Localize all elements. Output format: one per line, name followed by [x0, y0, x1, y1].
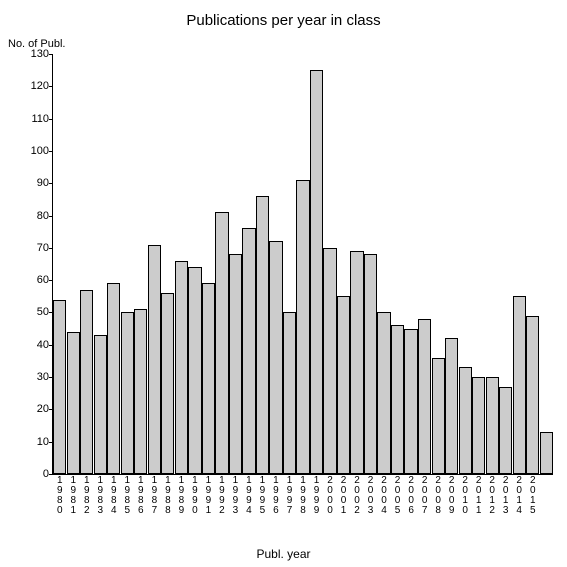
bar — [53, 300, 66, 474]
y-tick-label: 130 — [19, 48, 49, 60]
bar — [202, 283, 215, 474]
bar — [432, 358, 445, 474]
bar — [472, 377, 485, 474]
x-axis-label: Publ. year — [0, 547, 567, 561]
x-tick-label: 2008 — [431, 474, 445, 516]
bar — [134, 309, 147, 474]
x-tick-label: 1999 — [310, 474, 324, 516]
y-tick-label: 20 — [19, 403, 49, 415]
x-tick-label: 1980 — [53, 474, 67, 516]
x-tick-label: 2010 — [458, 474, 472, 516]
x-tick-label: 1990 — [188, 474, 202, 516]
x-tick-label: 2009 — [445, 474, 459, 516]
y-tick-mark — [49, 151, 53, 152]
x-tick-label: 1996 — [269, 474, 283, 516]
bar — [513, 296, 526, 474]
y-tick-mark — [49, 183, 53, 184]
y-tick-label: 40 — [19, 339, 49, 351]
bar — [296, 180, 309, 474]
x-tick-label: 1987 — [148, 474, 162, 516]
y-tick-label: 50 — [19, 306, 49, 318]
y-tick-label: 10 — [19, 436, 49, 448]
y-tick-label: 60 — [19, 274, 49, 286]
x-tick-label: 2003 — [364, 474, 378, 516]
x-tick-label: 1997 — [283, 474, 297, 516]
x-tick-label: 1998 — [296, 474, 310, 516]
x-tick-label: 2012 — [485, 474, 499, 516]
bar — [391, 325, 404, 474]
x-tick-label: 2005 — [391, 474, 405, 516]
y-tick-label: 110 — [19, 113, 49, 125]
x-tick-label: 1993 — [229, 474, 243, 516]
bar — [337, 296, 350, 474]
plot-area: 0102030405060708090100110120130198019811… — [52, 54, 553, 475]
bar — [459, 367, 472, 474]
x-tick-label: 2014 — [512, 474, 526, 516]
x-tick-label: 2001 — [337, 474, 351, 516]
x-tick-label: 1986 — [134, 474, 148, 516]
x-tick-label: 1995 — [256, 474, 270, 516]
bar — [499, 387, 512, 474]
chart-title: Publications per year in class — [0, 12, 567, 29]
y-tick-label: 90 — [19, 177, 49, 189]
x-tick-label: 2004 — [377, 474, 391, 516]
bar — [215, 212, 228, 474]
x-tick-label: 2013 — [499, 474, 513, 516]
bar — [229, 254, 242, 474]
y-tick-label: 30 — [19, 371, 49, 383]
x-tick-label: 1994 — [242, 474, 256, 516]
bar — [188, 267, 201, 474]
x-tick-label: 1985 — [121, 474, 135, 516]
x-tick-label: 2015 — [526, 474, 540, 516]
y-tick-label: 80 — [19, 210, 49, 222]
bar — [418, 319, 431, 474]
bar — [526, 316, 539, 474]
bar — [486, 377, 499, 474]
y-tick-mark — [49, 119, 53, 120]
y-tick-mark — [49, 280, 53, 281]
bar — [256, 196, 269, 474]
x-tick-label: 2006 — [404, 474, 418, 516]
bar — [107, 283, 120, 474]
bar — [94, 335, 107, 474]
bar — [161, 293, 174, 474]
x-tick-label: 1988 — [161, 474, 175, 516]
x-tick-label: 2000 — [323, 474, 337, 516]
bar — [175, 261, 188, 474]
y-tick-mark — [49, 86, 53, 87]
y-tick-mark — [49, 54, 53, 55]
bar — [445, 338, 458, 474]
bar — [404, 329, 417, 474]
x-tick-label: 1981 — [67, 474, 81, 516]
y-tick-mark — [49, 216, 53, 217]
y-tick-label: 0 — [19, 468, 49, 480]
bar — [269, 241, 282, 474]
bar — [242, 228, 255, 474]
bar — [323, 248, 336, 474]
x-tick-label: 2011 — [472, 474, 486, 516]
bar — [350, 251, 363, 474]
bar — [121, 312, 134, 474]
x-tick-label: 2007 — [418, 474, 432, 516]
x-tick-label: 1992 — [215, 474, 229, 516]
x-tick-label: 1982 — [80, 474, 94, 516]
bar — [80, 290, 93, 474]
y-tick-label: 100 — [19, 145, 49, 157]
bar — [377, 312, 390, 474]
bar — [364, 254, 377, 474]
bar — [67, 332, 80, 474]
x-tick-label: 1991 — [202, 474, 216, 516]
x-tick-label: 1983 — [94, 474, 108, 516]
bar — [540, 432, 553, 474]
y-tick-mark — [49, 248, 53, 249]
x-tick-label: 1989 — [175, 474, 189, 516]
x-tick-label: 1984 — [107, 474, 121, 516]
bar — [310, 70, 323, 474]
bar — [148, 245, 161, 474]
y-tick-label: 70 — [19, 242, 49, 254]
y-tick-label: 120 — [19, 80, 49, 92]
bar — [283, 312, 296, 474]
x-tick-label: 2002 — [350, 474, 364, 516]
chart-container: Publications per year in class No. of Pu… — [0, 0, 567, 567]
